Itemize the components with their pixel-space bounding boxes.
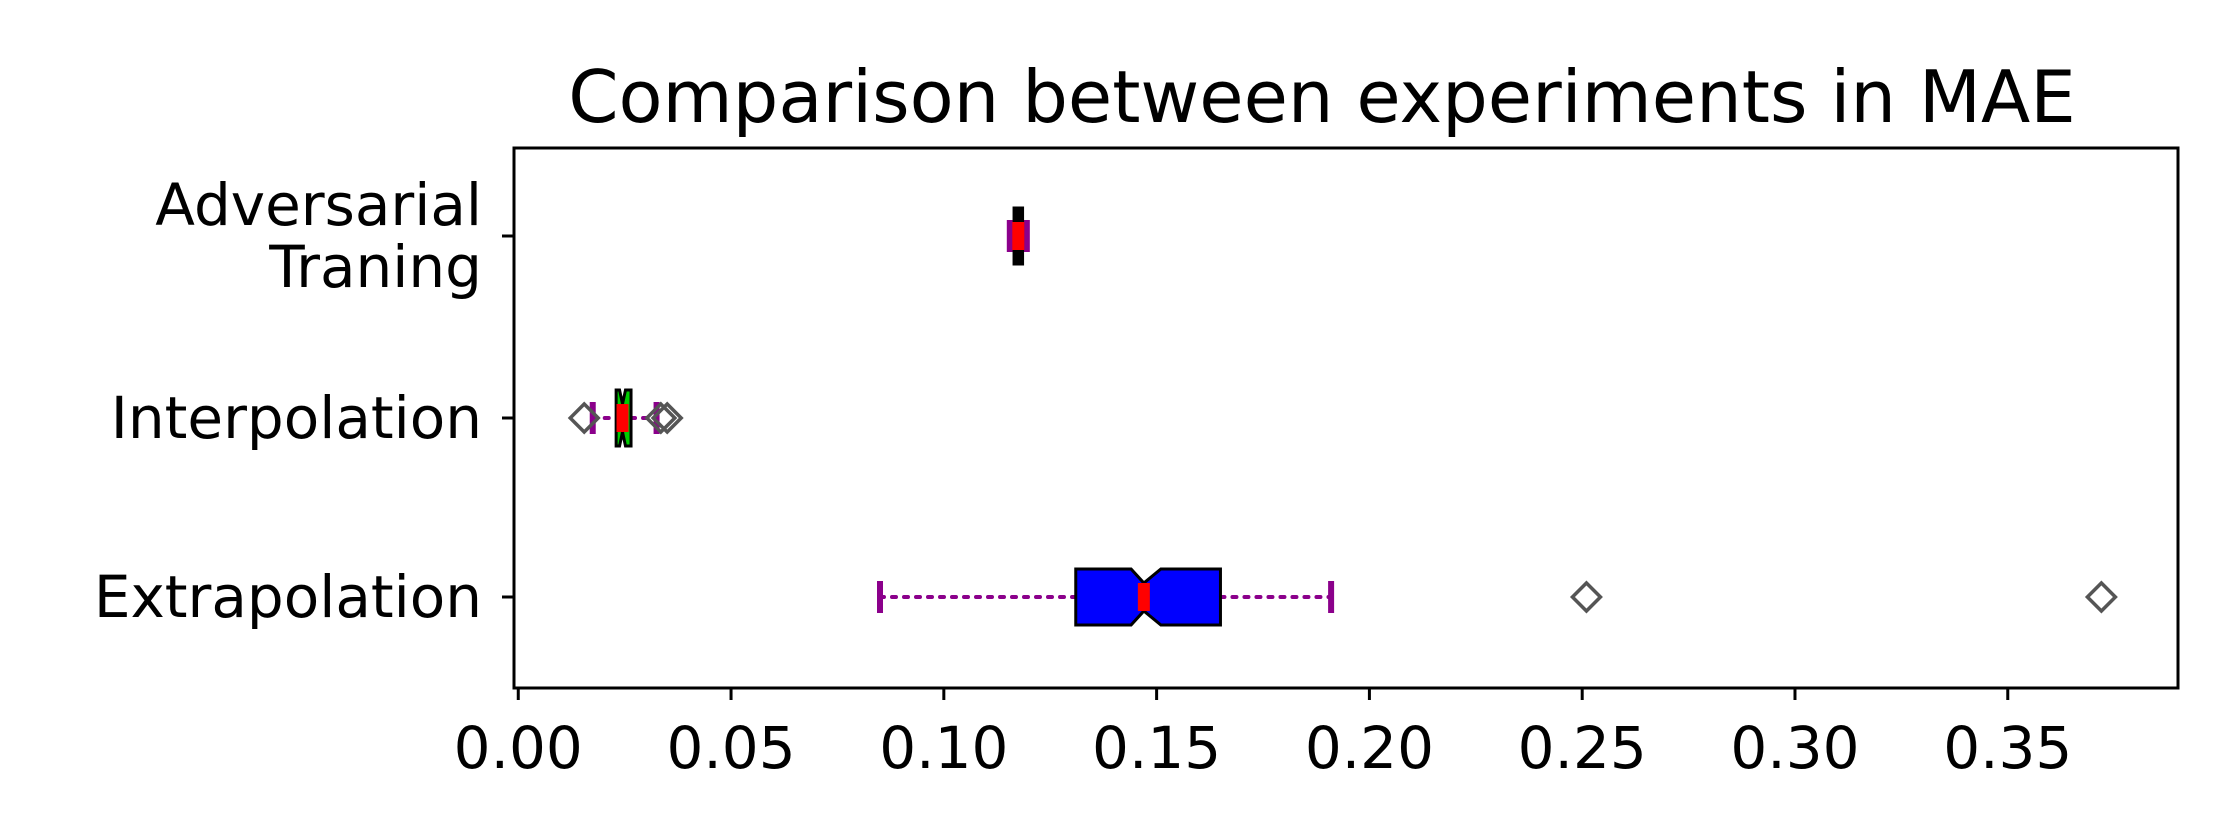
y-tick-label-line: Traning <box>268 233 482 301</box>
x-tick-label: 0.05 <box>666 714 795 782</box>
chart-marks <box>567 206 2118 627</box>
x-tick-label: 0.00 <box>454 714 583 782</box>
outlier-point <box>2084 580 2118 614</box>
box-group <box>876 567 2118 627</box>
x-axis: 0.00 0.05 0.10 0.15 0.20 0.25 0.30 0.35 <box>454 688 2072 782</box>
outlier-point <box>650 401 684 435</box>
x-tick-label: 0.35 <box>1943 714 2072 782</box>
y-tick-label: Interpolation <box>111 384 482 452</box>
y-tick-label: Extrapolation <box>94 563 482 631</box>
y-tick-label: Adversarial Traning <box>155 171 482 301</box>
x-tick-label: 0.20 <box>1305 714 1434 782</box>
y-axis: Adversarial Traning Interpolation Extrapola… <box>94 171 514 631</box>
plot-area-frame <box>512 146 2180 690</box>
y-tick-label-line: Adversarial <box>155 171 482 239</box>
x-tick-label: 0.30 <box>1730 714 1859 782</box>
outlier-point <box>567 401 601 435</box>
x-tick-label: 0.15 <box>1092 714 1221 782</box>
box-group <box>567 388 684 448</box>
chart-title: Comparison between experiments in MAE <box>568 55 2076 139</box>
outlier-point <box>644 401 678 435</box>
box-group <box>1006 206 1030 266</box>
outlier-point <box>1569 580 1603 614</box>
x-tick-label: 0.25 <box>1518 714 1647 782</box>
x-tick-label: 0.10 <box>879 714 1008 782</box>
